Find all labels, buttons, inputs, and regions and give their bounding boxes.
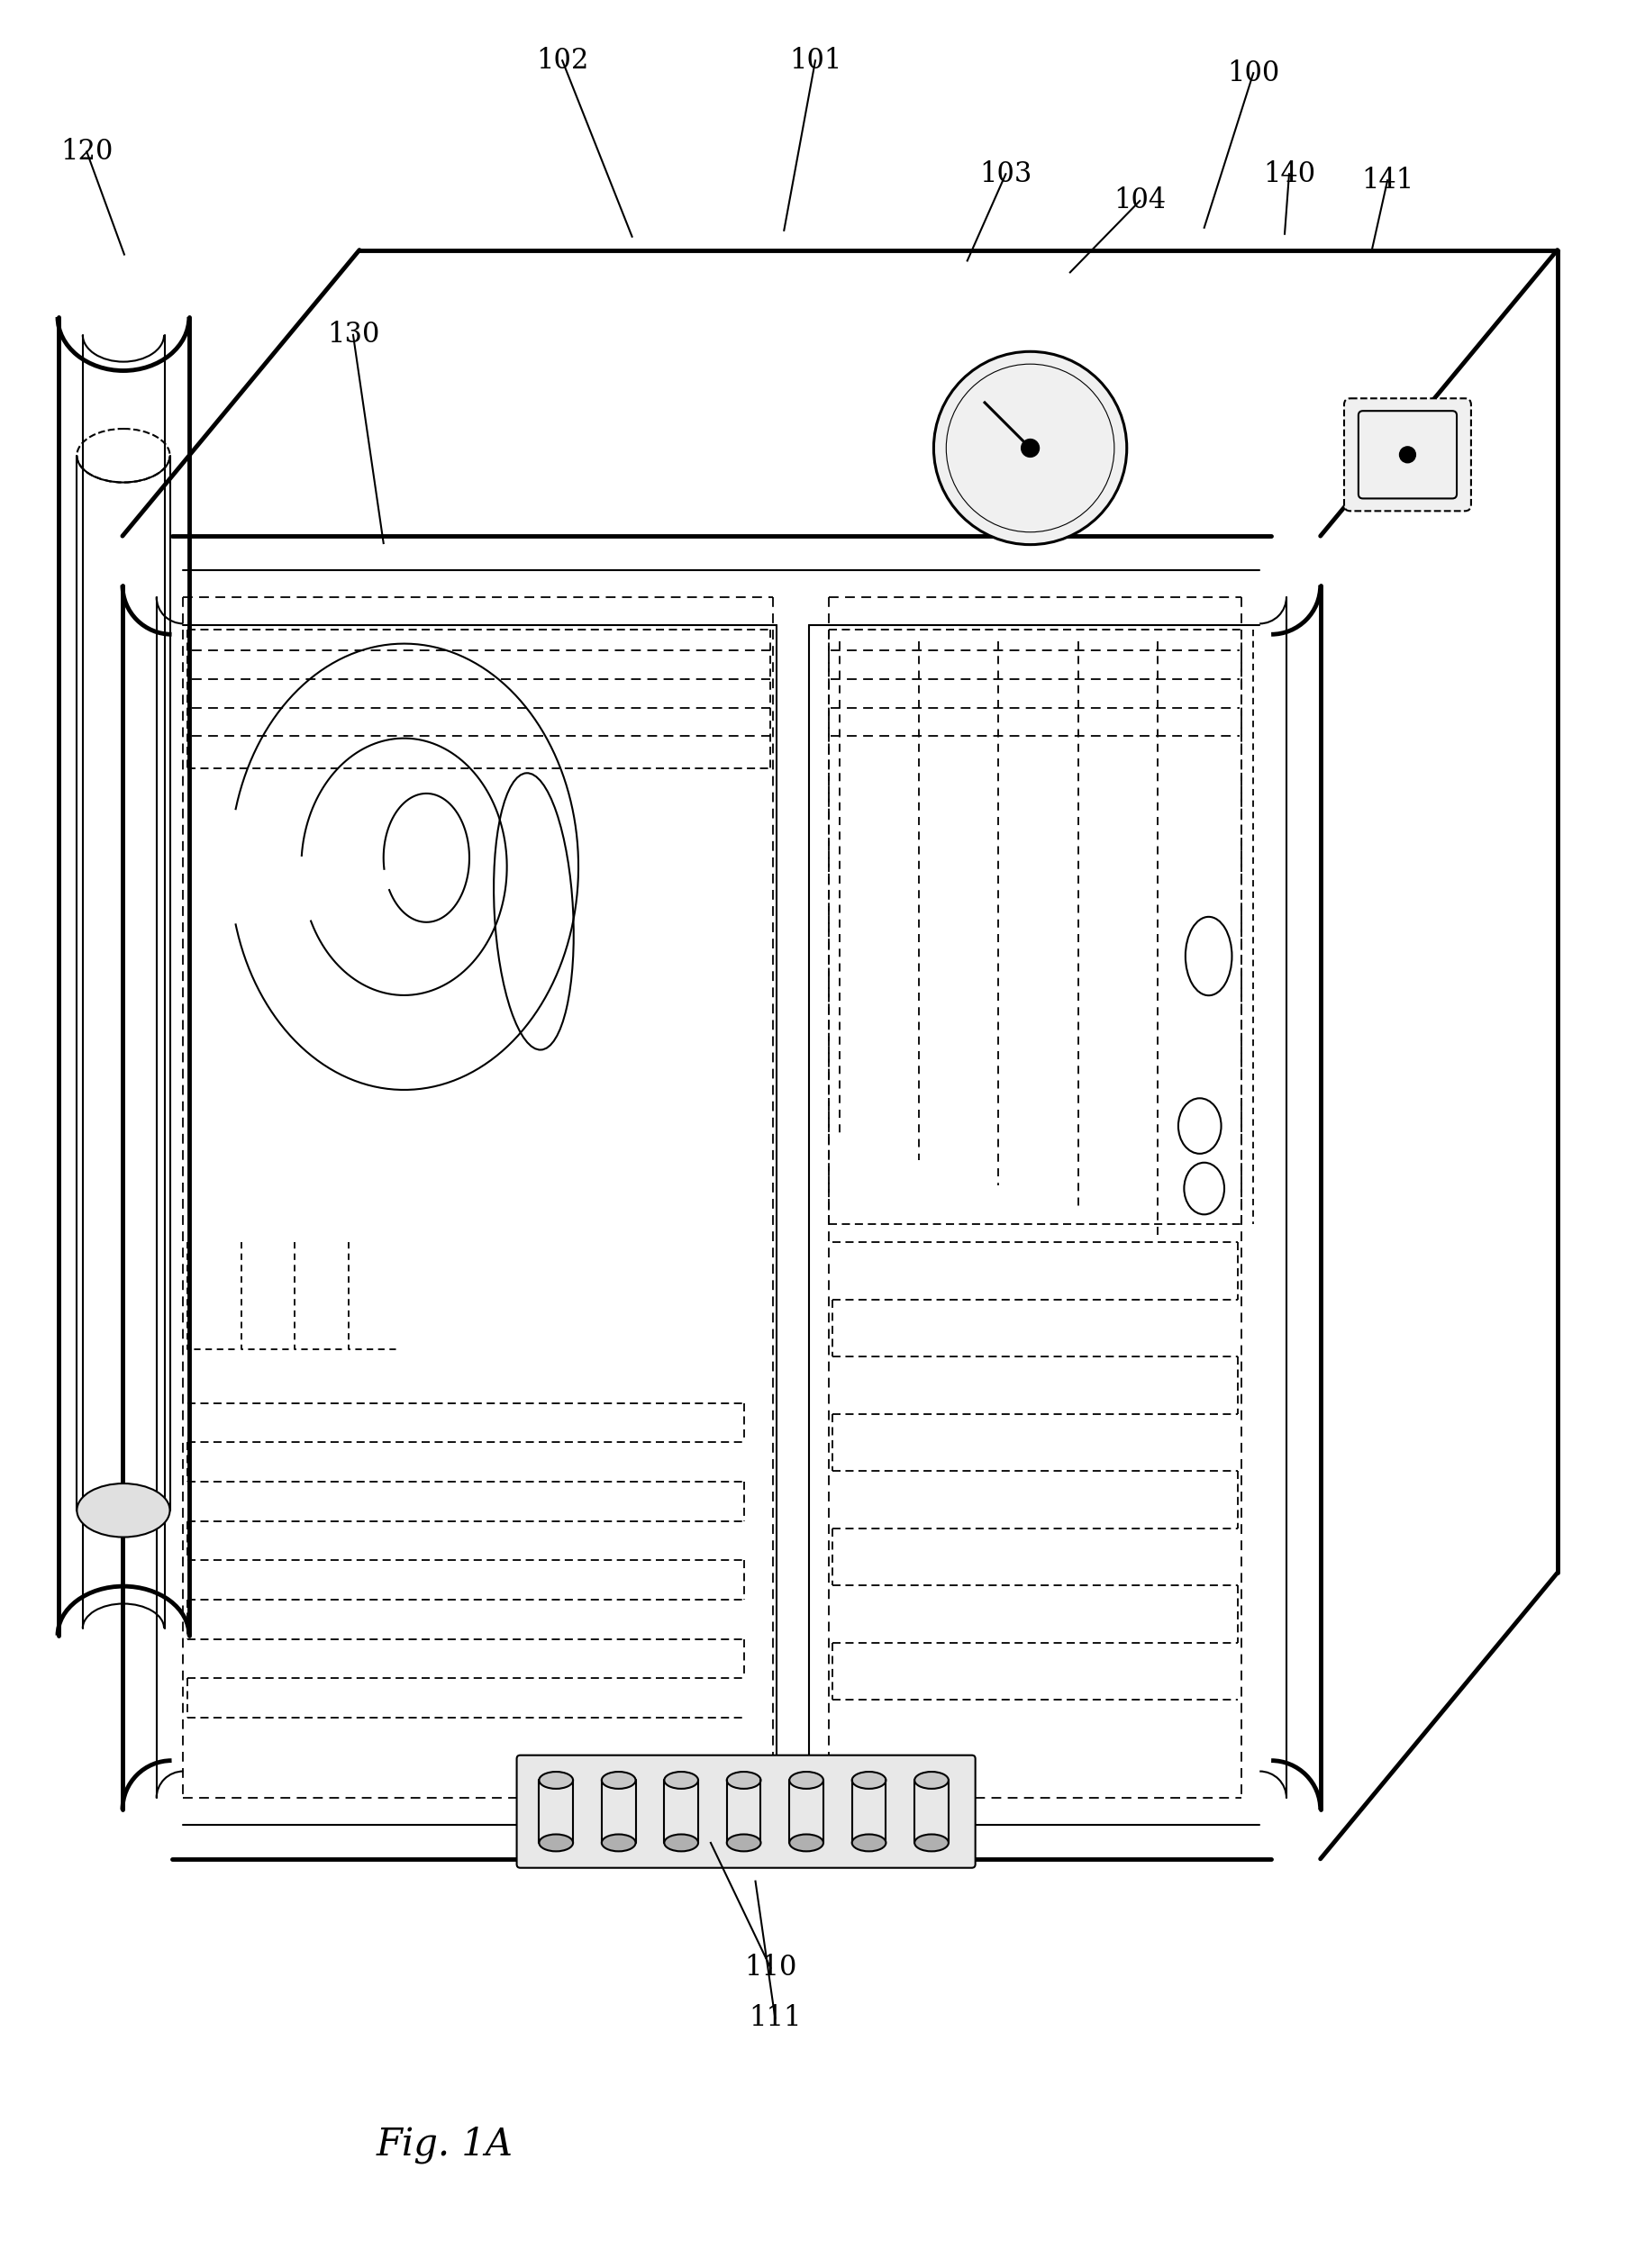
Text: 102: 102: [537, 48, 589, 75]
FancyBboxPatch shape: [1345, 399, 1471, 510]
Text: 101: 101: [789, 48, 841, 75]
Text: 130: 130: [327, 322, 380, 349]
Text: 141: 141: [1361, 166, 1414, 195]
Ellipse shape: [726, 1835, 761, 1851]
Text: 120: 120: [61, 138, 113, 166]
Ellipse shape: [915, 1771, 949, 1789]
Circle shape: [1021, 440, 1039, 458]
Text: 111: 111: [749, 2005, 802, 2032]
Ellipse shape: [664, 1835, 699, 1851]
Text: 104: 104: [1114, 186, 1166, 215]
Text: 100: 100: [1227, 59, 1279, 86]
Text: Fig. 1A: Fig. 1A: [376, 2125, 512, 2164]
Circle shape: [1399, 447, 1415, 463]
Ellipse shape: [540, 1771, 573, 1789]
Text: 110: 110: [744, 1955, 797, 1982]
Ellipse shape: [540, 1835, 573, 1851]
Ellipse shape: [852, 1835, 887, 1851]
Ellipse shape: [915, 1835, 949, 1851]
Ellipse shape: [852, 1771, 887, 1789]
Ellipse shape: [602, 1771, 636, 1789]
Ellipse shape: [790, 1835, 823, 1851]
Ellipse shape: [726, 1771, 761, 1789]
Ellipse shape: [664, 1771, 699, 1789]
Ellipse shape: [790, 1771, 823, 1789]
Text: 140: 140: [1263, 161, 1315, 188]
Ellipse shape: [77, 1483, 170, 1538]
FancyBboxPatch shape: [517, 1755, 975, 1869]
Ellipse shape: [602, 1835, 636, 1851]
Circle shape: [934, 352, 1127, 544]
Text: 103: 103: [980, 161, 1032, 188]
